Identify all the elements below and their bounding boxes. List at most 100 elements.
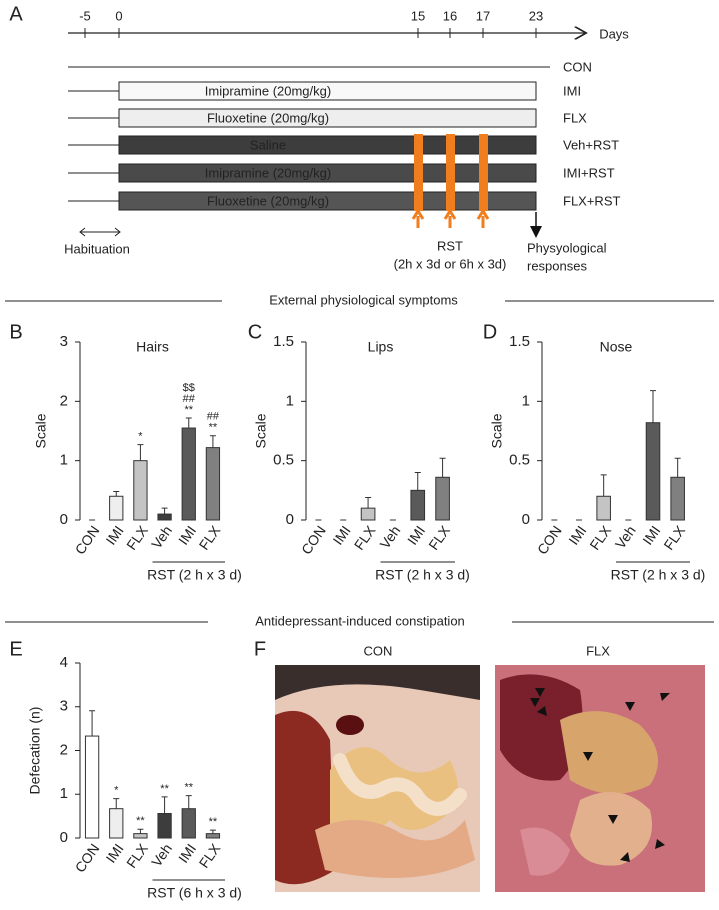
error-bar [89,710,96,737]
bar [133,833,148,839]
y-tick-label: 2 [60,741,68,758]
chart-title: Hairs [136,339,169,355]
panel-label: C [248,321,262,343]
x-tick-label: FLX [425,522,453,553]
error-bar [209,829,216,834]
section-title: External physiological symptoms [269,292,458,307]
chart-title: Nose [600,339,633,355]
bar [596,495,611,521]
x-tick-label: FLX [196,840,224,871]
error-bar [365,496,372,509]
bar [157,513,172,521]
tick-label: 16 [443,8,457,23]
rst-session [479,134,488,211]
photo-caption: CON [364,643,393,658]
treatment-label: Fluoxetine (20mg/kg) [207,193,329,208]
y-tick-label: 0 [522,511,530,528]
panel-label: F [254,638,266,660]
significance-mark: ## [183,393,196,405]
y-tick-label: 0 [286,511,294,528]
tick-label: 17 [476,8,490,23]
treatment-label: Saline [250,137,286,152]
x-tick-label: FLX [660,522,688,553]
y-tick-label: 3 [60,698,68,715]
habituation-label: Habituation [64,241,130,256]
error-bar [113,491,120,497]
tick-label: 0 [115,8,122,23]
y-axis-label: Scale [33,413,49,448]
x-tick-label: CON [72,523,103,558]
group-label: RST (2 h x 3 d) [147,567,242,583]
y-axis-label: Defecation (n) [27,707,43,795]
bar [410,489,426,521]
row-label: IMI [563,83,581,98]
y-tick-label: 1 [522,392,530,409]
significance-mark: ** [184,781,193,793]
y-tick-label: 1 [60,452,68,469]
x-tick-label: FLX [196,522,224,553]
treatment-bar [118,135,537,155]
y-tick-label: 2 [60,392,68,409]
group-label: RST (6 h x 3 d) [147,885,242,901]
error-bar [161,507,168,515]
rst-session [414,134,423,211]
chart-title: Lips [368,339,394,355]
significance-mark: ** [184,404,193,416]
bar [181,427,196,521]
treatment-bar [118,163,537,183]
row-label: IMI+RST [563,165,615,180]
rst-label: RST [437,238,463,253]
bar [84,735,100,839]
error-bar [674,457,681,478]
rst-arrow [411,208,425,228]
tick-label: 15 [411,8,425,23]
bar [181,808,196,839]
significance-mark: $$ [183,382,195,394]
y-tick-label: 4 [60,654,68,671]
x-tick-label: Veh [376,523,403,552]
bar [205,833,221,839]
y-tick-label: 1 [286,392,294,409]
panel-label: A [9,3,23,25]
x-tick-label: FLX [351,522,379,553]
habituation-arrow [79,227,121,237]
row-label: Veh+RST [563,137,619,152]
error-bar [137,828,144,834]
treatment-bar [118,191,537,211]
row-label: FLX+RST [563,193,620,208]
y-tick-label: 1.5 [509,333,530,350]
treatment-label: Imipramine (20mg/kg) [205,83,331,98]
significance-mark: ## [207,411,220,423]
y-tick-label: 3 [60,333,68,350]
y-axis-label: Scale [489,413,505,448]
rst-arrow [476,208,490,228]
response-label: responses [527,258,587,273]
response-label: Physyological [527,240,607,255]
bar [670,476,685,521]
rst-arrow [443,208,457,228]
bar [109,495,124,521]
panel-label: E [9,638,22,660]
treatment-label: Imipramine (20mg/kg) [205,165,331,180]
treatment-bar [118,108,537,128]
bar [157,813,172,839]
significance-mark: * [114,785,119,797]
y-axis-label: Scale [253,413,269,448]
error-bar [185,417,192,429]
bar [360,507,376,521]
y-tick-label: 0 [60,829,68,846]
error-bar [650,390,656,423]
photo-flx [495,665,705,892]
rst-session [446,134,455,211]
x-tick-label: Veh [148,841,175,870]
error-bar [161,796,168,814]
x-tick-label: CON [298,523,329,558]
treatment-bar [118,81,537,101]
x-tick-label: CON [72,841,103,876]
panel-label: D [483,321,497,343]
significance-mark: ** [209,816,218,828]
group-label: RST (2 h x 3 d) [375,567,470,583]
x-tick-label: Veh [148,523,175,552]
error-bar [414,472,421,491]
